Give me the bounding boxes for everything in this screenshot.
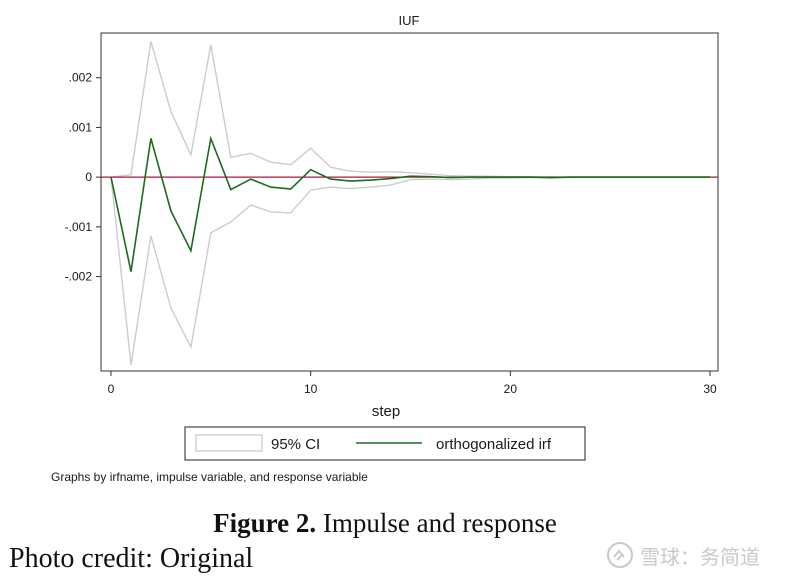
- series-layer: [101, 41, 718, 366]
- legend: 95% CI orthogonalized irf: [184, 426, 586, 461]
- x-tick-label: 30: [703, 382, 717, 396]
- figure-caption: Figure 2. Impulse and response: [0, 508, 770, 539]
- y-tick-label: 0: [85, 170, 92, 184]
- ci-lower-line: [110, 176, 710, 366]
- ci-upper-line: [110, 41, 710, 178]
- irf-line: [110, 135, 710, 272]
- x-tick-label: 20: [504, 382, 518, 396]
- watermark: 雪球：务简道: [606, 540, 760, 570]
- y-tick-label: -.001: [65, 220, 93, 234]
- x-axis-title: step: [372, 403, 400, 420]
- legend-ci-swatch: [195, 434, 263, 452]
- y-axis: .002 .001 0 -.001 -.002: [65, 71, 101, 284]
- figure-label: Figure 2.: [213, 508, 317, 538]
- figure-caption-text: Impulse and response: [316, 508, 557, 538]
- x-axis: 0 10 20 30: [108, 371, 717, 396]
- legend-irf-label: orthogonalized irf: [436, 436, 552, 453]
- y-tick-label: .001: [69, 120, 93, 134]
- legend-ci-label: 95% CI: [271, 436, 320, 453]
- x-tick-label: 0: [108, 382, 115, 396]
- plot-frame: [100, 32, 719, 372]
- chart: IUF .002 .001 0 -.001 -.002 0 10 20 30 step 95%…: [51, 13, 719, 484]
- watermark-text: 雪球：务简道: [640, 544, 760, 569]
- chart-title: IUF: [399, 13, 420, 28]
- graph-note: Graphs by irfname, impulse variable, and…: [51, 470, 368, 484]
- y-tick-label: .002: [69, 71, 93, 85]
- snowball-logo-icon: [607, 542, 633, 568]
- y-tick-label: -.002: [65, 270, 93, 284]
- photo-credit: Photo credit: Original: [9, 543, 254, 574]
- x-tick-label: 10: [304, 382, 318, 396]
